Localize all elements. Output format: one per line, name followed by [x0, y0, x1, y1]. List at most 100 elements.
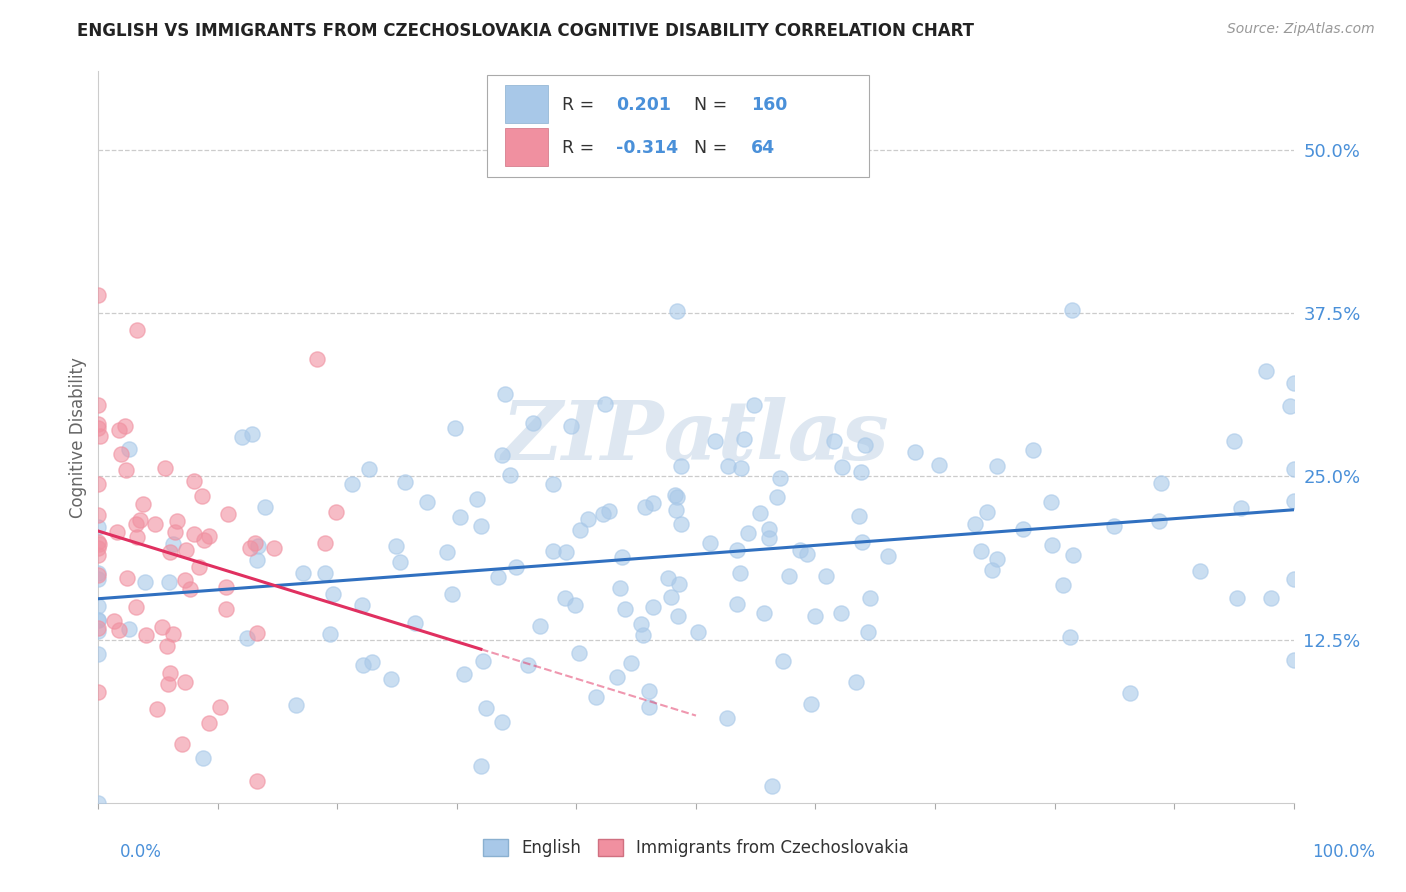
Point: [115, 463, 138, 477]
Point: [239, 541, 262, 555]
Point: [761, 779, 783, 793]
Point: [179, 582, 201, 596]
Point: [471, 654, 494, 668]
Point: [87, 796, 110, 810]
Point: [453, 666, 475, 681]
Point: [963, 516, 986, 531]
Point: [1012, 522, 1035, 536]
Point: [163, 525, 186, 540]
Point: [263, 541, 285, 556]
Point: [125, 323, 148, 337]
Point: [986, 551, 1008, 566]
Point: [87, 624, 110, 638]
Point: [173, 573, 195, 587]
Point: [191, 489, 214, 503]
Point: [166, 514, 188, 528]
Point: [193, 533, 215, 548]
Point: [630, 617, 652, 632]
Point: [620, 656, 643, 670]
Point: [128, 513, 150, 527]
Point: [305, 351, 328, 366]
Point: [789, 542, 811, 557]
Point: [491, 448, 513, 462]
Point: [246, 774, 269, 789]
Point: [766, 490, 789, 504]
Point: [1102, 519, 1125, 533]
Point: [659, 590, 682, 604]
Point: [848, 508, 870, 523]
Point: [115, 571, 138, 585]
Point: [686, 624, 709, 639]
Point: [666, 304, 689, 318]
Point: [87, 417, 110, 431]
Point: [641, 495, 664, 509]
Point: [796, 547, 818, 561]
Point: [1150, 475, 1173, 490]
Point: [208, 699, 231, 714]
Point: [319, 627, 342, 641]
Point: [467, 492, 489, 507]
Point: [105, 524, 128, 539]
Point: [87, 599, 110, 613]
Point: [108, 624, 131, 638]
Point: [668, 576, 690, 591]
Text: R =: R =: [562, 96, 600, 114]
Point: [856, 624, 879, 639]
Point: [470, 759, 492, 773]
Point: [491, 715, 513, 730]
Point: [173, 674, 195, 689]
Point: [361, 655, 384, 669]
Point: [593, 396, 616, 410]
Point: [609, 581, 631, 595]
Point: [87, 613, 110, 627]
Point: [118, 622, 141, 636]
Point: [928, 458, 950, 472]
Point: [585, 690, 607, 705]
Text: 0.201: 0.201: [616, 96, 671, 114]
Point: [87, 568, 110, 582]
Point: [240, 426, 263, 441]
Point: [576, 512, 599, 526]
Point: [748, 506, 770, 520]
Text: ZIP​atlas: ZIP​atlas: [502, 397, 890, 477]
Point: [568, 646, 591, 660]
Point: [285, 698, 308, 712]
Point: [87, 572, 110, 586]
Point: [385, 539, 408, 553]
Point: [449, 510, 471, 524]
Point: [555, 545, 578, 559]
Point: [499, 467, 522, 482]
Point: [1279, 399, 1302, 413]
Point: [529, 619, 551, 633]
Point: [87, 537, 110, 551]
Point: [853, 438, 876, 452]
Point: [87, 613, 110, 627]
Point: [1282, 376, 1305, 390]
Point: [1254, 364, 1277, 378]
Point: [752, 606, 775, 620]
Point: [325, 505, 347, 519]
Point: [1039, 495, 1062, 509]
Point: [637, 683, 659, 698]
Point: [87, 621, 110, 635]
Point: [803, 609, 825, 624]
Point: [859, 591, 882, 605]
Point: [117, 442, 139, 457]
Point: [612, 550, 634, 565]
Point: [744, 398, 766, 412]
Point: [543, 476, 565, 491]
Point: [183, 526, 205, 541]
Point: [246, 540, 269, 554]
Point: [155, 461, 177, 475]
Point: [1188, 564, 1211, 578]
Point: [665, 503, 688, 517]
Point: [851, 535, 873, 549]
Point: [1282, 572, 1305, 586]
Point: [569, 523, 592, 537]
Point: [253, 500, 276, 514]
Text: Source: ZipAtlas.com: Source: ZipAtlas.com: [1227, 22, 1375, 37]
Point: [156, 677, 179, 691]
Point: [730, 566, 752, 581]
Text: 0.0%: 0.0%: [120, 843, 162, 861]
Point: [669, 458, 692, 473]
